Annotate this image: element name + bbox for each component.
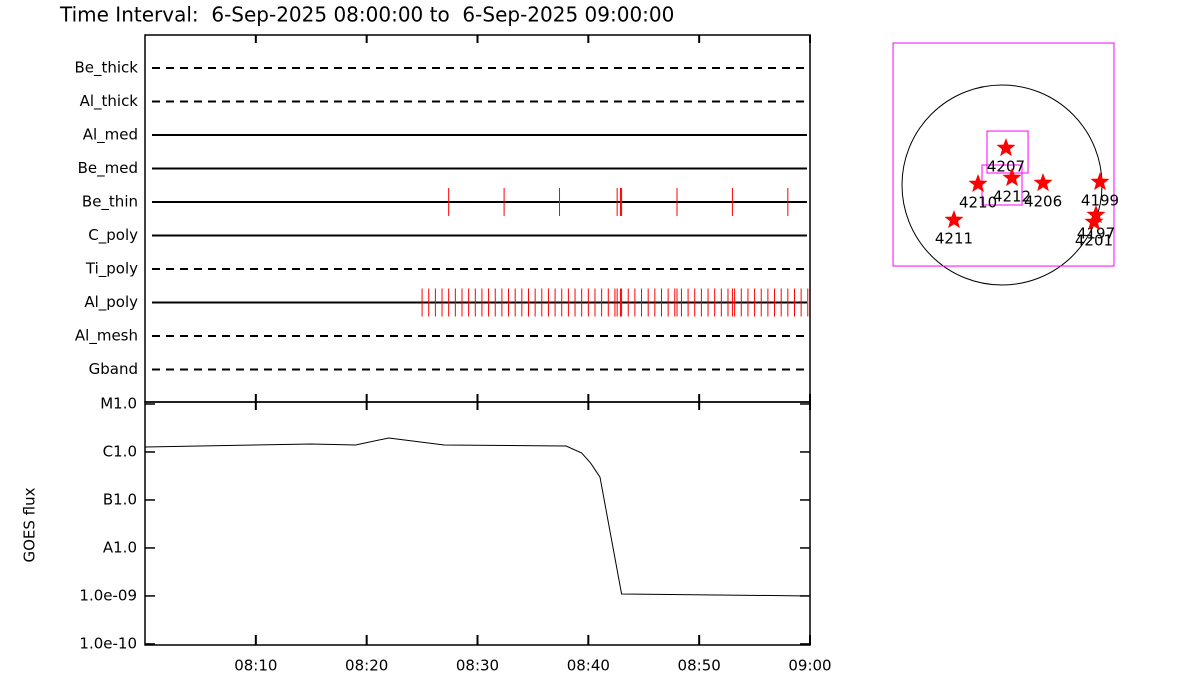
filter-label: Be_med (78, 159, 138, 178)
region-star (944, 210, 964, 229)
chart-title: Time Interval: 6-Sep-2025 08:00:00 to 6-… (59, 3, 674, 27)
goes-line (144, 437, 811, 597)
x-tick-label: 08:50 (678, 657, 721, 675)
region-label: 4206 (1024, 193, 1062, 211)
x-tick-label: 08:40 (567, 657, 610, 675)
y-tick-label: 1.0e-09 (79, 586, 137, 604)
solar-disk (901, 84, 1103, 286)
filter-label: Al_poly (84, 293, 138, 312)
region-star (1090, 172, 1110, 191)
goes-frame (144, 401, 811, 646)
y-tick-label: M1.0 (100, 394, 137, 412)
x-tick-label: 08:30 (456, 657, 499, 675)
region-label: 4211 (935, 230, 973, 248)
y-tick-label: 1.0e-10 (79, 634, 137, 652)
y-tick-label: C1.0 (103, 442, 137, 460)
filter-label: Al_mesh (75, 327, 138, 346)
region-label: 4197 (1077, 225, 1115, 243)
region-label: 4201 (1075, 231, 1113, 249)
filter-label: Al_thick (80, 92, 139, 111)
region-star (1002, 168, 1022, 187)
filter-label: Be_thin (82, 193, 138, 212)
region-star (1084, 212, 1104, 231)
filter-label: Ti_poly (85, 260, 138, 279)
region-star (1086, 205, 1106, 224)
region-label: 4212 (993, 188, 1031, 206)
region-star (1033, 173, 1053, 192)
filter-label: Al_med (83, 126, 138, 145)
timeline-frame (144, 34, 811, 403)
y-tick-label: B1.0 (103, 490, 137, 508)
filter-label: Be_thick (74, 59, 138, 78)
region-label: 4199 (1081, 191, 1119, 209)
region-label: 4210 (959, 193, 997, 211)
region-star (996, 138, 1016, 157)
fov-box (892, 42, 1115, 267)
filter-label: Gband (89, 360, 138, 378)
x-tick-label: 08:10 (234, 657, 277, 675)
y-axis-label: GOES flux (21, 487, 39, 562)
region-label: 4207 (987, 158, 1025, 176)
x-tick-label: 09:00 (788, 657, 831, 675)
fov-box (986, 130, 1029, 174)
x-tick-label: 08:20 (345, 657, 388, 675)
filter-label: C_poly (88, 226, 138, 245)
region-star (968, 174, 988, 192)
y-tick-label: A1.0 (103, 538, 137, 556)
